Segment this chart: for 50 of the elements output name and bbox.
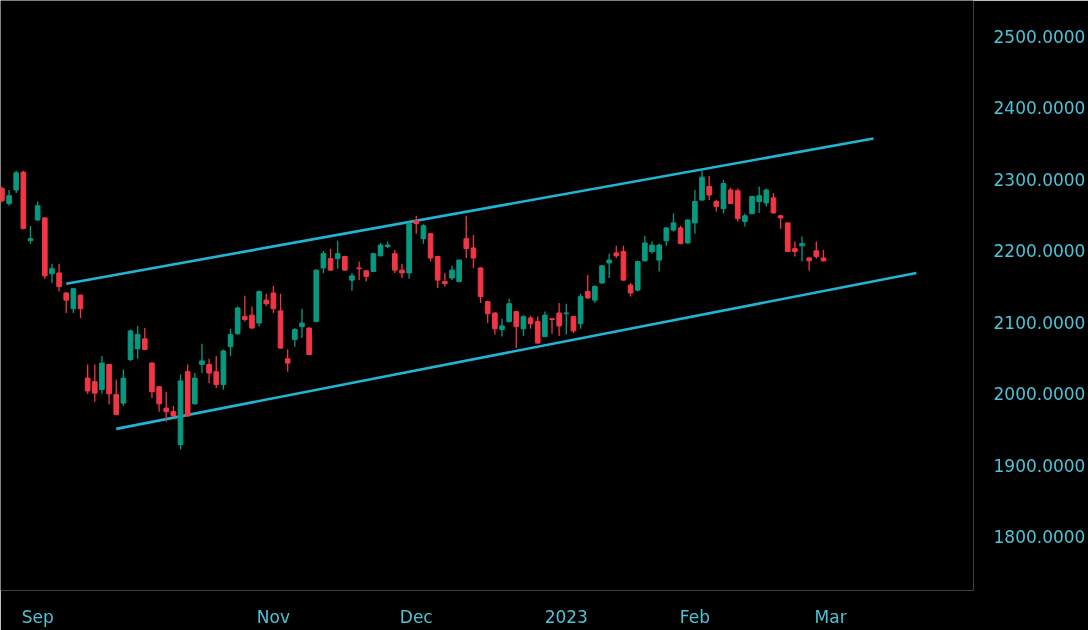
candlestick: [63, 291, 70, 314]
candlestick: [420, 223, 427, 245]
y-tick-label: 2500.0000: [993, 26, 1086, 47]
candlestick: [442, 272, 448, 288]
y-tick-label: 1900.0000: [993, 455, 1086, 476]
candlestick: [284, 348, 291, 373]
candlestick: [599, 264, 605, 285]
candlestick: [706, 175, 712, 201]
x-tick-label: Mar: [814, 606, 847, 627]
x-tick-label: Dec: [399, 606, 433, 627]
y-tick-label: 2400.0000: [993, 98, 1086, 119]
candlestick: [563, 303, 570, 336]
candlestick: [327, 248, 334, 272]
candlestick: [513, 310, 520, 349]
y-tick-label: 1800.0000: [993, 527, 1086, 548]
candlestick: [699, 170, 705, 202]
candlestick: [199, 343, 205, 374]
candlestick: [499, 318, 505, 338]
candlestick: [13, 170, 20, 194]
candlestick: [34, 200, 41, 222]
y-tick-label: 2100.0000: [993, 312, 1086, 333]
x-tick-label: Feb: [679, 606, 710, 627]
candlestick: [520, 314, 527, 337]
candlestick: [356, 260, 362, 281]
candlestick: [77, 293, 84, 319]
candlestick: [334, 240, 341, 270]
x-tick-label: Sep: [21, 606, 54, 627]
candlestick: [392, 249, 398, 274]
y-tick-label: 2000.0000: [993, 384, 1086, 405]
candlestick: [49, 263, 55, 284]
y-tick-label: 2300.0000: [993, 169, 1086, 190]
candlestick: [349, 272, 355, 292]
candlestick: [770, 192, 777, 215]
x-tick-label: 2023: [544, 606, 588, 627]
candlestick: [320, 250, 327, 274]
candlestick: [299, 308, 305, 339]
candlestick: [227, 328, 234, 357]
candlestick: [163, 391, 170, 423]
candlestick: [292, 327, 298, 348]
candlestick: [56, 263, 62, 293]
candlestick: [606, 253, 612, 279]
candlestick: [399, 263, 405, 279]
y-tick-label: 2200.0000: [993, 241, 1086, 262]
candlestick: [584, 274, 591, 300]
candlestick: [113, 378, 120, 416]
candlestick: [799, 235, 805, 263]
candlestick: [70, 287, 77, 314]
candlestick: [134, 325, 141, 360]
x-tick-label: Nov: [256, 606, 290, 627]
candlestick: [542, 310, 548, 338]
